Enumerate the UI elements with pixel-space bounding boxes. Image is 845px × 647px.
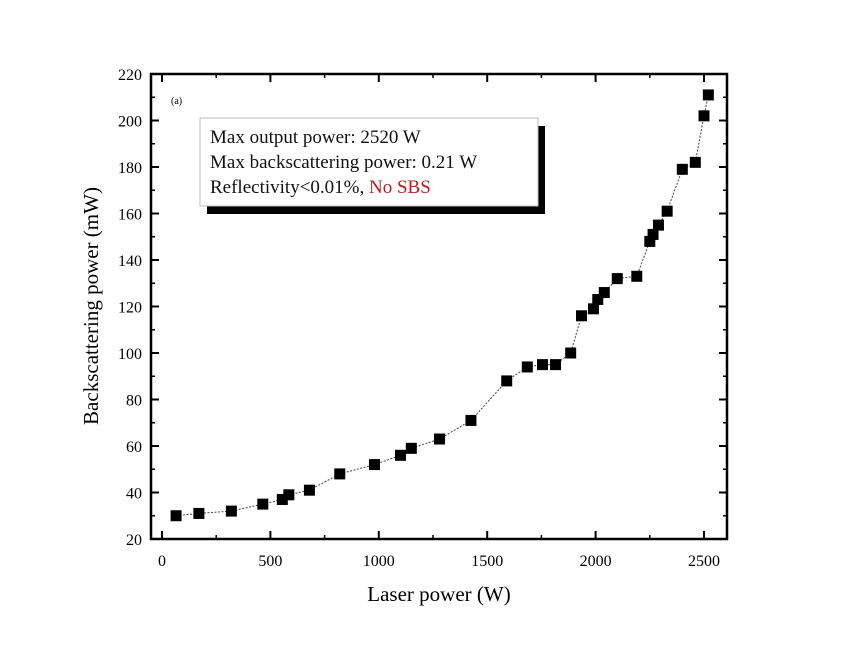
data-point <box>283 489 295 501</box>
data-point <box>193 507 205 519</box>
y-tick-label: 220 <box>118 67 142 84</box>
y-tick-label: 160 <box>118 207 142 224</box>
data-point <box>170 510 182 522</box>
data-point <box>565 347 577 359</box>
annotation-line-1: Max output power: 2520 W <box>210 127 421 148</box>
data-point <box>587 303 599 315</box>
data-point <box>652 219 664 231</box>
data-point <box>405 442 417 454</box>
data-point <box>394 449 406 461</box>
annotation-box: Max output power: 2520 W Max backscatter… <box>199 117 545 214</box>
y-tick-label: 40 <box>126 486 142 503</box>
y-tick-label: 120 <box>118 300 142 317</box>
data-point <box>521 361 533 373</box>
data-point <box>225 505 237 517</box>
data-point <box>644 235 656 247</box>
annotation-line-2: Max backscattering power: 0.21 W <box>210 152 477 173</box>
y-tick-label: 60 <box>126 439 142 456</box>
x-tick-label: 2000 <box>580 553 612 570</box>
x-axis-label: Laser power (W) <box>367 582 510 606</box>
data-point <box>434 433 446 445</box>
y-tick-label: 20 <box>126 532 142 549</box>
data-point <box>676 163 688 175</box>
data-point <box>689 156 701 168</box>
data-point <box>303 484 315 496</box>
x-tick-label: 1500 <box>471 553 503 570</box>
annotation-panel <box>199 117 539 207</box>
plot-frame <box>149 72 729 541</box>
data-point <box>501 375 513 387</box>
data-point <box>631 270 643 282</box>
annotation-no-sbs: No SBS <box>369 177 431 198</box>
data-point <box>598 287 610 299</box>
y-tick-label: 100 <box>118 346 142 363</box>
y-tick-label: 180 <box>118 160 142 177</box>
data-point <box>549 359 561 371</box>
data-point <box>698 110 710 122</box>
x-tick-label: 2500 <box>688 553 720 570</box>
y-axis-label: Backscattering power (mW) <box>79 187 103 425</box>
data-point <box>592 294 604 306</box>
data-point <box>368 459 380 471</box>
annotation-reflectivity: Reflectivity<0.01%, <box>210 177 369 198</box>
y-tick-label: 80 <box>126 393 142 410</box>
data-point <box>661 205 673 217</box>
data-point <box>576 310 588 322</box>
annotation-line-3: Reflectivity<0.01%, No SBS <box>210 177 431 198</box>
data-point <box>465 414 477 426</box>
data-point <box>647 228 659 240</box>
series-points <box>170 89 714 522</box>
y-tick-label: 200 <box>118 114 142 131</box>
data-point <box>536 359 548 371</box>
y-tick-label: 140 <box>118 253 142 270</box>
x-tick-label: 500 <box>258 553 282 570</box>
data-point <box>276 493 288 505</box>
data-point <box>611 273 623 285</box>
x-tick-label: 0 <box>158 553 166 570</box>
data-point <box>257 498 269 510</box>
panel-label: (a) <box>171 96 182 107</box>
data-point <box>334 468 346 480</box>
data-point <box>702 89 714 101</box>
x-tick-label: 1000 <box>363 553 395 570</box>
